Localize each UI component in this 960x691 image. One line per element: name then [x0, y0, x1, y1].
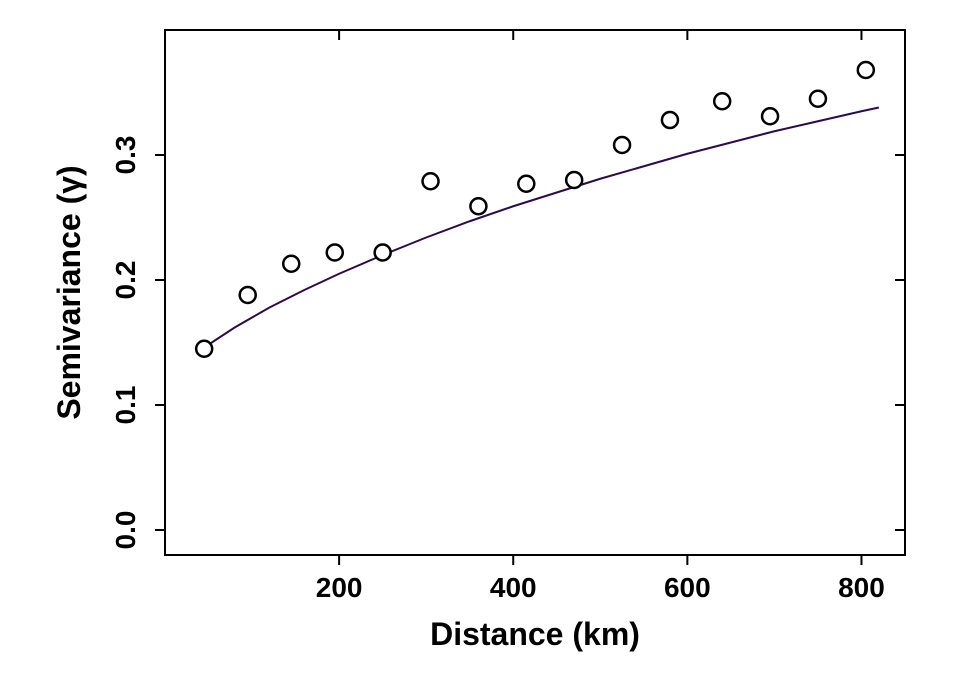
- plot-frame: [165, 30, 905, 555]
- data-point: [240, 287, 256, 303]
- data-point: [518, 176, 534, 192]
- semivariogram-chart: 200400600800 0.00.10.20.3 Distance (km) …: [0, 0, 960, 691]
- data-points: [196, 62, 874, 357]
- data-point: [762, 108, 778, 124]
- data-point: [327, 245, 343, 261]
- y-axis-ticks: 0.0 0.1 0.2 0.3: [110, 136, 905, 550]
- x-tick-label: 200: [316, 572, 363, 603]
- data-point: [714, 93, 730, 109]
- x-tick-label: 600: [664, 572, 711, 603]
- data-point: [566, 172, 582, 188]
- data-point: [283, 256, 299, 272]
- chart-svg: 200400600800 0.00.10.20.3 Distance (km) …: [0, 0, 960, 691]
- data-point: [858, 62, 874, 78]
- y-tick-label: 0.3: [110, 136, 141, 175]
- data-point: [375, 245, 391, 261]
- data-point: [662, 112, 678, 128]
- x-axis-title: Distance (km): [430, 616, 640, 652]
- data-point: [470, 198, 486, 214]
- fit-curve: [204, 108, 879, 348]
- x-tick-label: 400: [490, 572, 537, 603]
- data-point: [196, 341, 212, 357]
- data-point: [423, 173, 439, 189]
- y-tick-label: 0.1: [110, 386, 141, 425]
- x-tick-label: 800: [838, 572, 885, 603]
- x-axis-ticks: 200 400 600 800: [316, 30, 885, 603]
- data-point: [614, 137, 630, 153]
- data-point: [810, 91, 826, 107]
- y-tick-label: 0.2: [110, 261, 141, 300]
- y-tick-label: 0.0: [110, 511, 141, 550]
- y-axis-title: Semivariance (γ): [51, 165, 87, 419]
